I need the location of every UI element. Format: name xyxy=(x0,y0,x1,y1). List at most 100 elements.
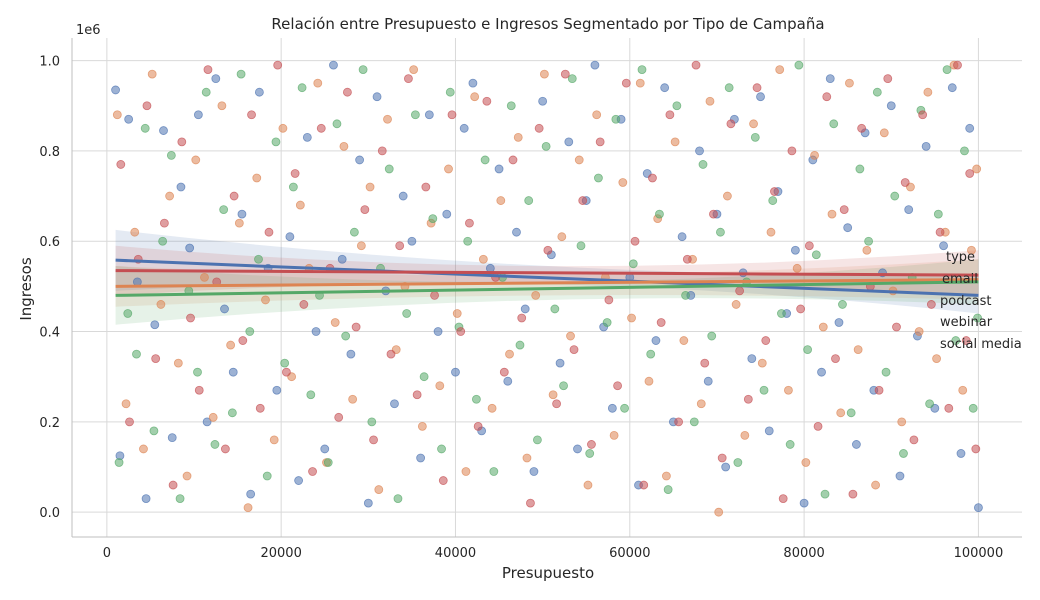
data-point-podcast xyxy=(723,191,732,201)
data-point-email xyxy=(965,123,975,133)
data-point-email xyxy=(228,367,238,377)
data-point-email xyxy=(895,471,905,481)
data-point-podcast xyxy=(766,227,776,237)
data-point-webinar xyxy=(968,403,978,413)
data-point-podcast xyxy=(958,385,968,395)
data-point-webinar xyxy=(306,390,316,400)
data-point-podcast xyxy=(269,435,279,445)
data-point-email xyxy=(756,92,765,102)
data-point-podcast xyxy=(810,151,819,160)
data-point-podcast xyxy=(121,399,131,409)
data-point-webinar xyxy=(594,173,603,183)
data-point-email xyxy=(529,467,539,476)
data-point-email xyxy=(677,232,687,242)
data-point-social-media xyxy=(926,300,936,309)
data-point-webinar xyxy=(559,381,568,391)
legend-item-social-media: social media xyxy=(940,337,1022,352)
data-point-email xyxy=(416,453,426,463)
data-point-social-media xyxy=(648,173,657,183)
data-point-webinar xyxy=(973,313,982,323)
data-point-webinar xyxy=(445,87,455,97)
x-tick-label: 60000 xyxy=(609,546,650,561)
data-point-social-media xyxy=(351,322,361,332)
data-point-email xyxy=(363,498,373,508)
data-point-social-media xyxy=(369,435,378,445)
data-point-email xyxy=(124,114,134,124)
data-point-podcast xyxy=(278,123,288,133)
data-point-social-media xyxy=(456,327,466,336)
data-point-social-media xyxy=(534,123,544,133)
data-point-podcast xyxy=(592,110,602,120)
data-point-webinar xyxy=(698,160,708,169)
data-point-webinar xyxy=(620,403,629,413)
data-point-webinar xyxy=(149,426,159,436)
data-point-podcast xyxy=(226,340,236,350)
data-point-podcast xyxy=(705,96,715,106)
data-point-webinar xyxy=(681,291,690,300)
data-point-social-media xyxy=(360,205,370,215)
data-point-email xyxy=(254,87,264,97)
data-point-webinar xyxy=(855,164,865,174)
data-point-social-media xyxy=(848,489,858,499)
data-point-email xyxy=(132,277,142,287)
data-point-podcast xyxy=(505,349,514,359)
data-point-podcast xyxy=(156,300,166,309)
data-point-webinar xyxy=(341,331,351,341)
data-point-webinar xyxy=(437,444,446,454)
data-point-podcast xyxy=(897,417,907,427)
data-point-social-media xyxy=(918,110,928,120)
data-point-webinar xyxy=(402,309,412,318)
data-point-social-media xyxy=(778,494,788,504)
data-point-email xyxy=(921,141,931,151)
data-point-podcast xyxy=(548,390,558,400)
data-point-social-media xyxy=(900,178,910,187)
data-point-email xyxy=(398,191,408,201)
data-point-webinar xyxy=(254,254,263,264)
data-point-social-media xyxy=(578,196,588,205)
data-point-webinar xyxy=(672,101,682,111)
data-point-podcast xyxy=(330,318,340,327)
data-point-email xyxy=(459,123,469,133)
data-point-webinar xyxy=(463,236,473,246)
data-point-webinar xyxy=(332,119,342,129)
data-point-social-media xyxy=(116,160,126,169)
data-point-social-media xyxy=(656,318,666,327)
data-point-email xyxy=(390,399,399,409)
data-point-podcast xyxy=(348,394,358,404)
data-point-webinar xyxy=(611,114,621,124)
data-point-social-media xyxy=(613,381,622,391)
data-point-email xyxy=(193,110,203,120)
x-tick-label: 40000 xyxy=(435,546,476,561)
data-point-email xyxy=(520,304,530,314)
data-point-social-media xyxy=(726,119,736,129)
data-point-webinar xyxy=(297,83,307,93)
data-point-social-media xyxy=(674,417,684,427)
data-point-email xyxy=(607,403,617,413)
data-point-podcast xyxy=(609,430,619,440)
data-point-podcast xyxy=(139,444,148,454)
data-point-email xyxy=(904,205,914,215)
data-point-podcast xyxy=(365,182,375,192)
data-point-email xyxy=(790,245,800,255)
data-point-social-media xyxy=(151,354,161,364)
data-point-email xyxy=(817,367,826,377)
data-point-social-media xyxy=(587,440,596,449)
data-point-social-media xyxy=(700,358,710,368)
data-point-social-media xyxy=(282,367,291,377)
data-point-webinar xyxy=(393,494,403,504)
data-point-email xyxy=(834,318,844,327)
data-point-social-media xyxy=(857,123,867,133)
data-point-email xyxy=(202,417,212,427)
data-point-social-media xyxy=(386,349,396,359)
legend-title: type xyxy=(946,250,975,265)
data-point-email xyxy=(167,433,177,443)
data-point-webinar xyxy=(960,146,969,156)
data-point-podcast xyxy=(871,480,880,490)
data-point-webinar xyxy=(655,209,664,219)
data-point-webinar xyxy=(123,309,133,318)
data-point-webinar xyxy=(838,300,847,309)
legend-item-email: email xyxy=(942,272,978,287)
data-point-podcast xyxy=(679,336,689,345)
data-point-podcast xyxy=(757,358,767,368)
